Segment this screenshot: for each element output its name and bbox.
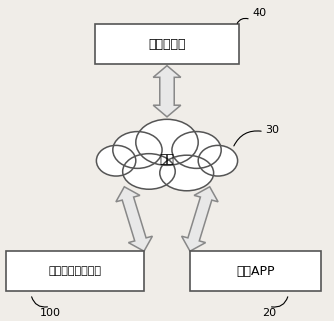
Text: 100: 100 xyxy=(40,308,61,318)
Text: 社区监控方: 社区监控方 xyxy=(148,38,186,51)
Polygon shape xyxy=(182,187,218,251)
Ellipse shape xyxy=(172,132,221,169)
Ellipse shape xyxy=(160,155,214,191)
Text: 30: 30 xyxy=(266,125,280,135)
Polygon shape xyxy=(116,187,152,251)
Text: 20: 20 xyxy=(262,308,276,318)
FancyBboxPatch shape xyxy=(190,251,321,291)
Text: 智能APP: 智能APP xyxy=(236,265,275,278)
Ellipse shape xyxy=(97,145,136,176)
Text: 网络: 网络 xyxy=(160,153,174,166)
Text: 40: 40 xyxy=(253,8,267,18)
FancyBboxPatch shape xyxy=(6,251,144,291)
Ellipse shape xyxy=(113,132,162,169)
Ellipse shape xyxy=(123,154,175,189)
FancyBboxPatch shape xyxy=(95,24,239,64)
Polygon shape xyxy=(153,66,181,117)
Ellipse shape xyxy=(198,145,237,176)
Ellipse shape xyxy=(136,119,198,165)
Text: 鲸面监控报警装置: 鲸面监控报警装置 xyxy=(48,266,102,276)
